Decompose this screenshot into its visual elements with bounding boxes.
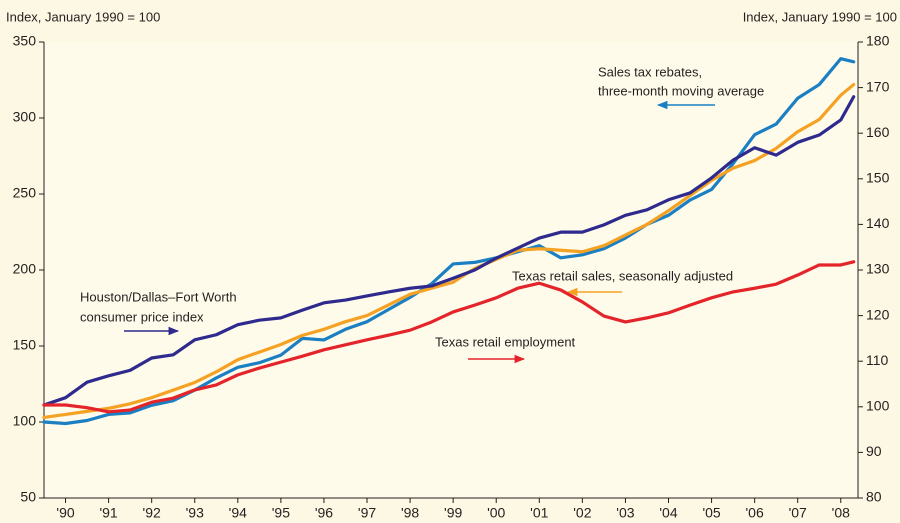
x-tick-label: '94 [229, 505, 247, 521]
x-tick-label: '95 [272, 505, 290, 521]
y2-tick-label: 180 [866, 33, 890, 49]
x-tick-label: '98 [401, 505, 419, 521]
x-tick-label: '06 [746, 505, 764, 521]
x-tick-label: '97 [358, 505, 376, 521]
y-tick-label: 200 [13, 261, 37, 277]
y2-axis-label: Index, January 1990 = 100 [743, 9, 897, 24]
annotation: three-month moving average [598, 83, 764, 98]
x-tick-label: '04 [659, 505, 677, 521]
annotation: consumer price index [80, 309, 204, 324]
x-tick-label: '07 [789, 505, 807, 521]
y2-tick-label: 100 [866, 398, 890, 414]
x-tick-label: '08 [832, 505, 850, 521]
y2-tick-label: 150 [866, 170, 890, 186]
y-tick-label: 100 [13, 413, 37, 429]
x-tick-label: '03 [616, 505, 634, 521]
y2-tick-label: 90 [866, 443, 882, 459]
x-tick-label: '99 [444, 505, 462, 521]
x-tick-label: '00 [487, 505, 505, 521]
y-tick-label: 150 [13, 337, 37, 353]
y2-tick-label: 160 [866, 124, 890, 140]
y-tick-label: 300 [13, 109, 37, 125]
y-tick-label: 350 [13, 33, 37, 49]
annotation: Sales tax rebates, [598, 64, 702, 79]
y-tick-label: 250 [13, 185, 37, 201]
y-tick-label: 50 [20, 489, 36, 505]
y2-tick-label: 110 [866, 352, 889, 368]
x-tick-label: '05 [702, 505, 720, 521]
y2-tick-label: 120 [866, 306, 890, 322]
x-tick-label: '93 [186, 505, 204, 521]
x-tick-label: '91 [99, 505, 117, 521]
x-tick-label: '01 [530, 505, 548, 521]
series-line [42, 82, 856, 420]
y2-tick-label: 80 [866, 489, 882, 505]
x-tick-label: '92 [143, 505, 161, 521]
y2-tick-label: 140 [866, 215, 890, 231]
annotation: Texas retail employment [435, 334, 576, 349]
series-line [42, 95, 856, 407]
x-tick-label: '90 [56, 505, 74, 521]
y2-tick-label: 130 [866, 261, 890, 277]
x-tick-label: '96 [315, 505, 333, 521]
series-line [42, 260, 856, 414]
annotation: Texas retail sales, seasonally adjusted [512, 268, 733, 283]
x-tick-label: '02 [573, 505, 591, 521]
y-axis-label: Index, January 1990 = 100 [6, 9, 160, 24]
annotation: Houston/Dallas–Fort Worth [80, 289, 237, 304]
plot-area [44, 42, 858, 498]
y2-tick-label: 170 [866, 78, 890, 94]
